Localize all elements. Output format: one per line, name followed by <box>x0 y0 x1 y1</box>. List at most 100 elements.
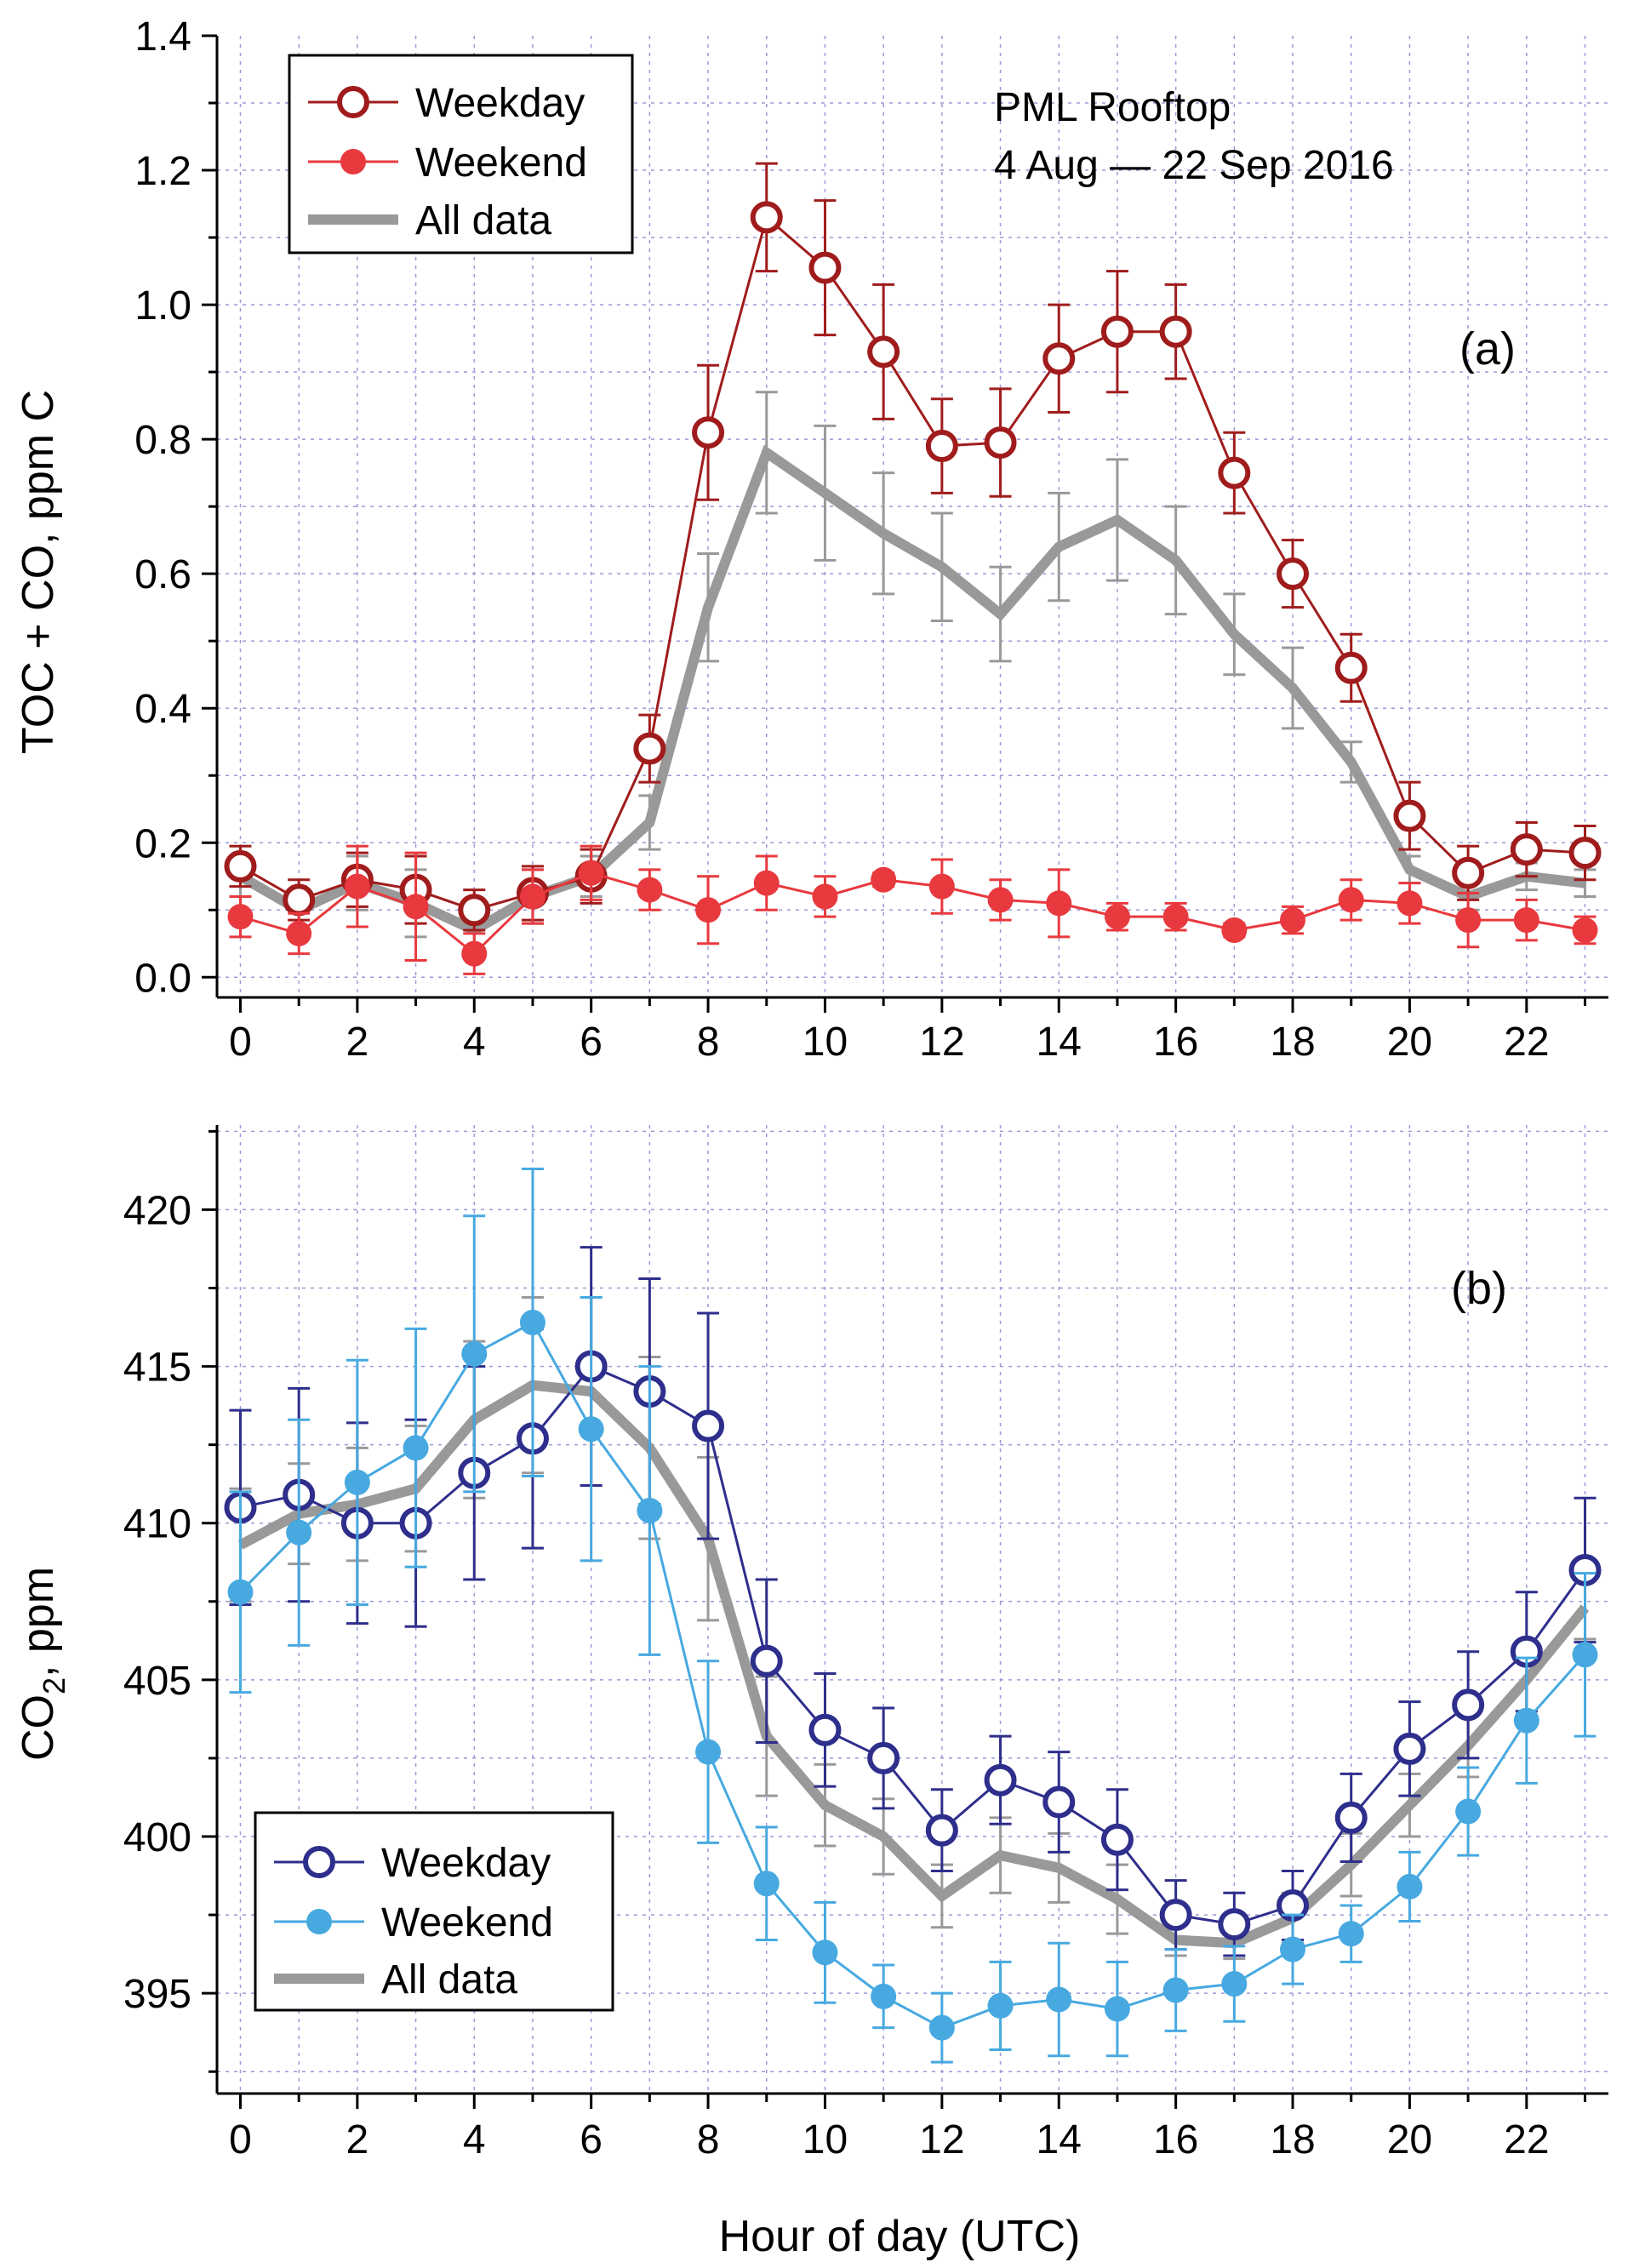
panel-a-series-weekend <box>227 844 1598 975</box>
panel-b-xtick-label-4: 8 <box>697 2117 720 2162</box>
panel-b-series-all-data-line <box>237 1380 1590 1949</box>
panel-a-series-weekday-point-7 <box>633 732 666 765</box>
panel-b-legend-swatch-marker-1 <box>306 1909 332 1934</box>
panel-b-series-weekend-point-22 <box>1513 1707 1539 1734</box>
panel-a-xtick-label-6: 12 <box>919 1020 964 1065</box>
panel-b-xtick-label-0: 0 <box>229 2117 252 2162</box>
panel-b-series-weekend-point-23 <box>1572 1642 1598 1668</box>
panel-b-series-weekend-point-8 <box>695 1739 722 1765</box>
panel-b-series-weekend-point-21 <box>1455 1798 1482 1825</box>
panel-a-annotation-site: PML Rooftop <box>994 85 1231 130</box>
panel-a-series-weekend-point-10 <box>812 883 838 910</box>
panel-b-legend-item-all-data: All data <box>274 1957 517 2002</box>
panel-a-series-weekend-point-19 <box>1338 887 1364 913</box>
panel-a-series-weekday-point-0 <box>224 849 257 883</box>
panel-a-annotation-dates: 4 Aug — 22 Sep 2016 <box>994 143 1394 188</box>
panel-b-y-axis-title-subscript: 2 <box>37 1677 71 1694</box>
panel-b-legend: Weekday Weekend All data <box>254 1811 614 2012</box>
panel-a-series-weekend-point-6 <box>578 860 604 886</box>
panel-b-axes <box>202 1125 1608 2109</box>
panel-b-series-weekday-point-16 <box>1159 1899 1192 1932</box>
panel-a-series-weekday-point-11 <box>867 335 900 368</box>
panel-b-y-tick-labels: 395 400 405 410 415 420 <box>123 1188 191 2017</box>
panel-a-xtick-label-10: 20 <box>1387 1020 1432 1065</box>
panel-a-series-weekday-point-13 <box>984 426 1017 460</box>
panel-b-series-weekend-point-13 <box>987 1992 1014 2019</box>
panel-a-legend: Weekday Weekend All data <box>288 54 634 254</box>
panel-a-series <box>224 162 1602 975</box>
panel-b-series-weekday-point-15 <box>1100 1823 1134 1856</box>
panel-b-series-weekend-point-9 <box>753 1871 780 1897</box>
panel-a-series-weekday-point-10 <box>808 251 842 284</box>
panel-b-x-tick-labels: 0 2 4 6 8 10 12 14 16 18 20 22 <box>229 2117 1549 2162</box>
panel-a-series-weekday-point-21 <box>1452 856 1485 889</box>
panel-a-legend-label-0: Weekday <box>415 81 585 126</box>
panel-b-series-weekend-point-3 <box>403 1435 429 1461</box>
panel-a-series-weekday-point-8 <box>692 416 725 449</box>
panel-b-legend-label-0: Weekday <box>381 1841 551 1886</box>
panel-a-y-axis-title: TOC + CO, ppm C <box>14 390 63 754</box>
panel-b-xtick-label-8: 16 <box>1153 2117 1198 2162</box>
panel-b-series-weekend-point-0 <box>227 1579 254 1605</box>
panel-b-xtick-label-6: 12 <box>919 2117 964 2162</box>
panel-b-legend-swatch-marker-0 <box>303 1846 335 1878</box>
panel-a-series-weekend-point-16 <box>1162 904 1189 930</box>
panel-a-series-weekend-point-5 <box>519 883 545 910</box>
panel-a-legend-label-1: Weekend <box>415 140 587 186</box>
panel-a-xtick-label-9: 18 <box>1270 1020 1315 1065</box>
panel-b-y-axis-title-unit: , ppm <box>14 1567 63 1677</box>
panel-a-y-tick-labels: 0.0 0.2 0.4 0.6 0.8 1.0 1.2 1.4 <box>134 14 191 1001</box>
panel-b-series-weekday-point-8 <box>692 1409 725 1442</box>
panel-b-ytick-label-0: 395 <box>123 1972 191 2017</box>
panel-a-series-weekday-point-9 <box>750 201 783 234</box>
panel-a-series-weekday-point-20 <box>1393 799 1426 832</box>
panel-a-ytick-label-5: 1.0 <box>134 283 191 328</box>
panel-b-series-weekend-point-7 <box>637 1497 663 1523</box>
panel-a-xtick-label-11: 22 <box>1504 1020 1549 1065</box>
panel-a-series-weekend-point-2 <box>344 873 370 900</box>
panel-b-series-weekend <box>227 1168 1598 2064</box>
panel-b-ytick-label-2: 405 <box>123 1659 191 1704</box>
panel-b-series-weekday-point-17 <box>1218 1908 1251 1941</box>
panel-b-series-weekend-point-15 <box>1104 1996 1130 2022</box>
panel-a-axes <box>202 34 1608 1013</box>
panel-b-xtick-label-7: 14 <box>1037 2117 1082 2162</box>
panel-a-series-weekday-point-15 <box>1100 315 1134 348</box>
panel-b-series <box>224 1168 1602 2064</box>
panel-a-ytick-label-0: 0.0 <box>134 956 191 1001</box>
panel-a-series-weekday-point-23 <box>1568 837 1602 870</box>
panel-a-series-weekend-point-18 <box>1280 907 1306 934</box>
panel-b-series-weekend-point-2 <box>344 1469 370 1495</box>
panel-a-series-weekend-point-15 <box>1104 904 1130 930</box>
panel-a-label: (a) <box>1459 323 1516 374</box>
panel-b-ytick-label-5: 420 <box>123 1188 191 1233</box>
panel-b-ytick-label-3: 410 <box>123 1502 191 1547</box>
panel-b-legend-item-weekend: Weekend <box>274 1900 553 1945</box>
panel-a-xtick-label-4: 8 <box>697 1020 720 1065</box>
panel-a-ytick-label-3: 0.6 <box>134 552 191 597</box>
panel-a-ytick-label-6: 1.2 <box>134 149 191 194</box>
panel-a-series-weekday-point-16 <box>1159 315 1192 348</box>
panel-b-xtick-label-5: 10 <box>803 2117 848 2162</box>
panel-b-series-weekday-point-13 <box>984 1763 1017 1797</box>
panel-b-y-axis-title: CO2, ppm <box>14 1567 71 1761</box>
panel-b-series-weekend-point-10 <box>812 1940 838 1966</box>
panel-a-series-weekend-point-4 <box>461 940 488 967</box>
panel-b-series-weekend-point-17 <box>1221 1971 1248 1997</box>
panel-a-series-weekday-point-22 <box>1510 833 1543 866</box>
panel-b-legend-item-weekday: Weekday <box>274 1841 551 1886</box>
panel-a-legend-label-2: All data <box>415 198 551 243</box>
panel-b-series-weekend-point-6 <box>578 1416 604 1442</box>
panel-a-xtick-label-2: 4 <box>463 1020 486 1065</box>
panel-a-legend-item-weekday: Weekday <box>308 81 585 126</box>
panel-a-series-weekday <box>224 162 1602 932</box>
panel-b-series-weekend-point-12 <box>928 2014 955 2041</box>
panel-b-y-axis-title-main: CO <box>14 1694 63 1761</box>
panel-b-co2: 395 400 405 410 415 420 0 2 4 6 8 10 12 14 16 18 20 22 C… <box>14 1125 1608 2261</box>
panel-b-series-weekend-point-20 <box>1397 1873 1423 1900</box>
panel-a-series-weekend-point-0 <box>227 904 254 930</box>
panel-b-series-weekend-point-11 <box>871 1983 897 2009</box>
panel-b-series-weekend-point-4 <box>461 1340 488 1367</box>
panel-b-xtick-label-1: 2 <box>346 2117 369 2162</box>
